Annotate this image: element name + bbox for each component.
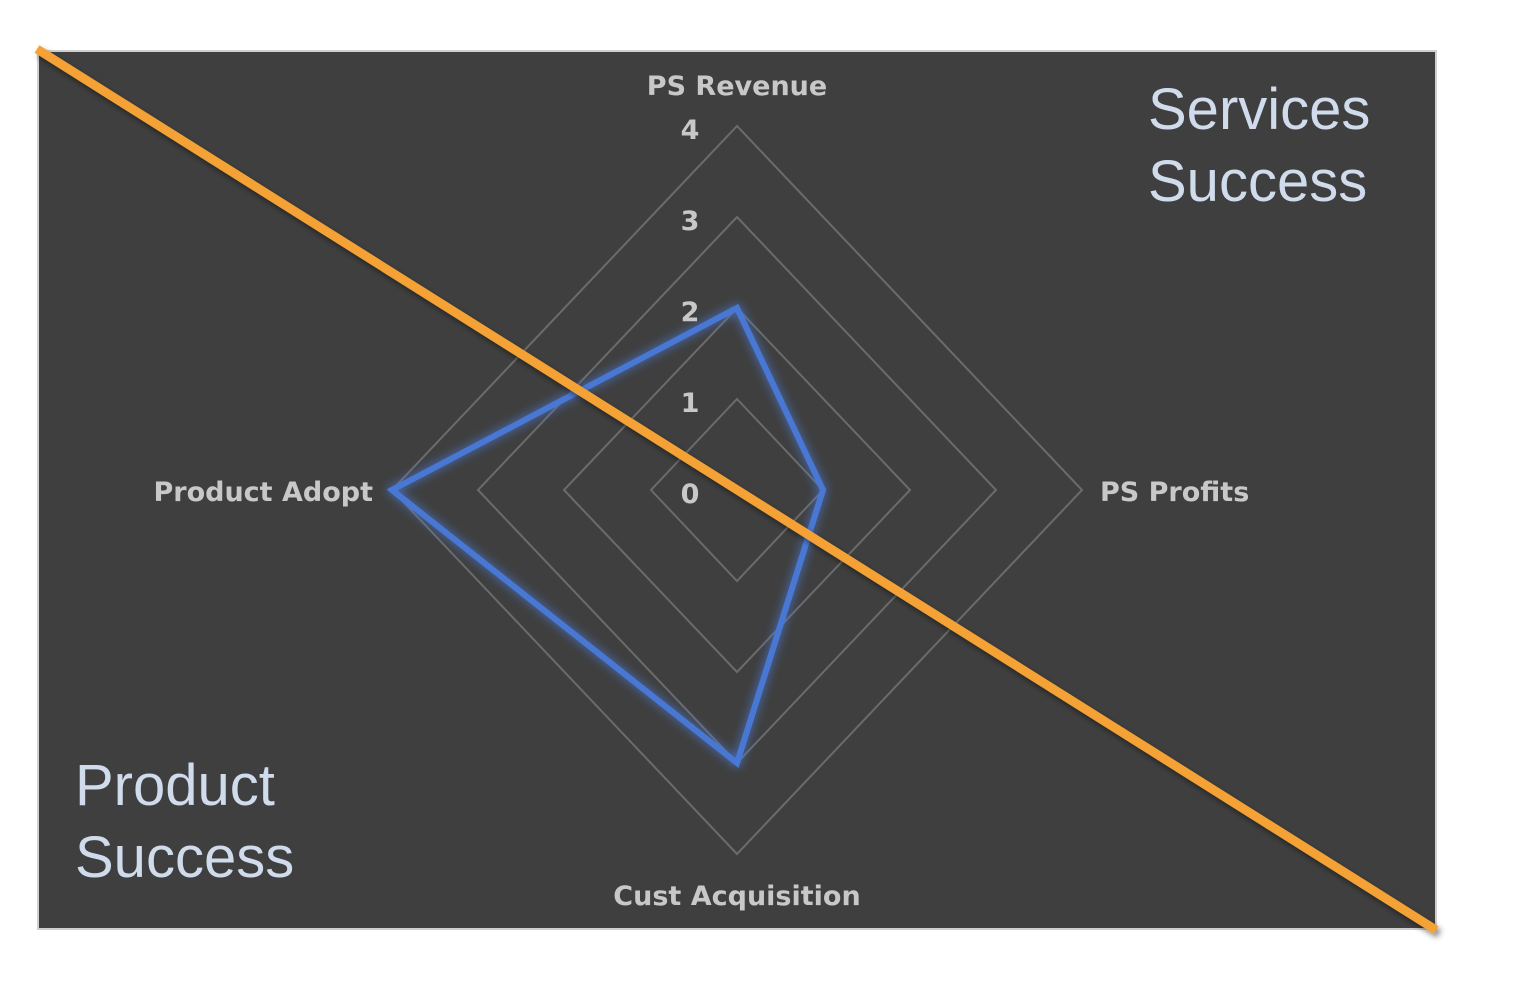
axis-label-ps-revenue: PS Revenue (647, 71, 827, 102)
product-line-1: Product (75, 753, 275, 818)
services-success-annotation: Services Success (1148, 74, 1370, 218)
grid-ring-2 (562, 306, 912, 674)
tick-label-3: 3 (681, 206, 700, 237)
series-polygon (386, 303, 827, 769)
services-line-2: Success (1148, 149, 1368, 214)
axis-label-cust-acquisition: Cust Acquisition (613, 881, 860, 912)
grid-ring-1 (649, 397, 825, 583)
axis-label-ps-profits: PS Profits (1100, 477, 1249, 508)
tick-label-2: 2 (681, 297, 700, 328)
divider-line (34, 45, 1439, 934)
tick-label-4: 4 (681, 115, 700, 146)
grid-ring-4 (390, 124, 1084, 856)
product-line-2: Success (75, 825, 295, 890)
services-line-1: Services (1148, 77, 1371, 142)
product-success-annotation: Product Success (75, 750, 294, 894)
tick-label-0: 0 (681, 479, 700, 510)
tick-label-1: 1 (681, 388, 700, 419)
axis-label-product-adopt: Product Adopt (153, 477, 373, 508)
